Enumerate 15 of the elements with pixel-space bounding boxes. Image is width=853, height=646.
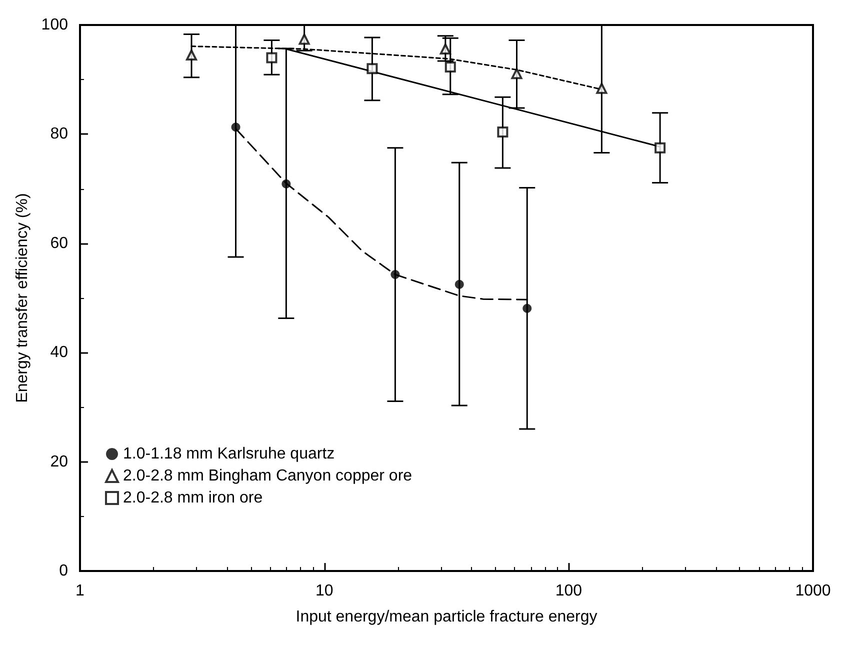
x-tick-label: 1000 (795, 582, 831, 600)
y-tick-label: 100 (41, 16, 68, 34)
y-axis-title: Energy transfer efficiency (%) (14, 193, 31, 403)
x-tick-label: 10 (315, 582, 334, 600)
y-tick-label: 60 (50, 234, 68, 252)
y-tick-label: 0 (59, 562, 68, 580)
x-tick-label: 1 (76, 582, 85, 600)
y-tick-label: 80 (50, 126, 68, 143)
legend-label: 2.0-2.8 mm iron ore (123, 490, 263, 506)
legend-label: 1.0-1.18 mm Karlsruhe quartz (123, 446, 335, 462)
x-tick-label: 100 (555, 582, 582, 600)
y-tick-label: 40 (50, 344, 68, 362)
legend-label: 2.0-2.8 mm Bingham Canyon copper ore (123, 468, 412, 484)
x-axis-title: Input energy/mean particle fracture energy (296, 608, 598, 626)
y-tick-label: 20 (50, 453, 68, 470)
